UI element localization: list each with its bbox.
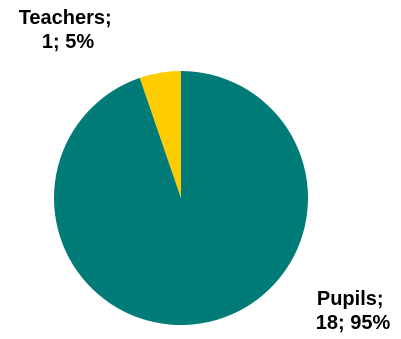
data-label-pupils: Pupils; 18; 95% [316,288,391,334]
data-label-teachers-line1: Teachers; [19,7,112,29]
data-label-pupils-line2: 18; 95% [316,312,391,334]
pie-slices [53,71,308,325]
pie-slice-pupils [53,71,308,325]
pie-slice-teachers [139,71,181,198]
data-label-teachers-line2: 1; 5% [42,31,94,53]
data-label-pupils-line1: Pupils; [317,288,384,310]
data-label-teachers: Teachers; 1; 5% [19,7,118,53]
